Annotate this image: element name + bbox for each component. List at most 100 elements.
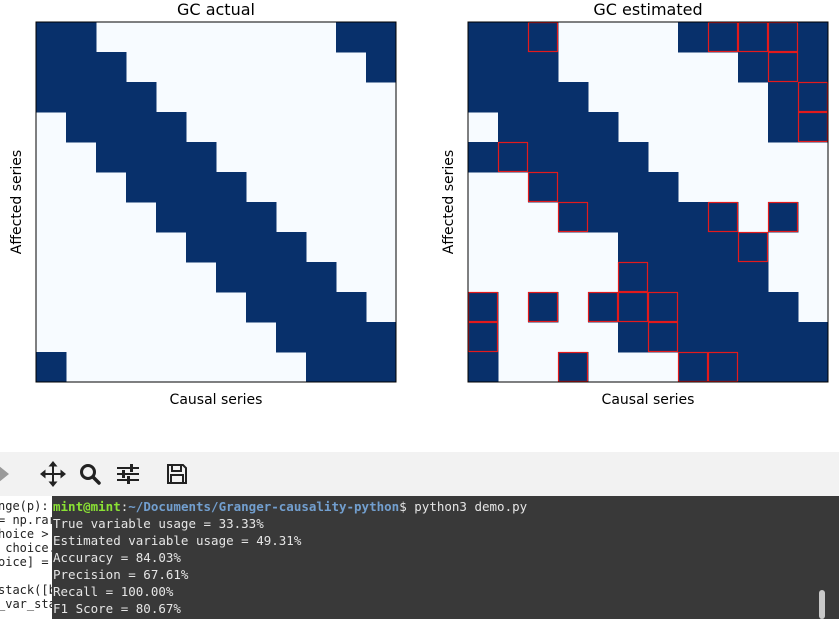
pan-button[interactable]: [38, 460, 68, 488]
move-icon: [40, 461, 66, 487]
heatmap-cell: [66, 22, 97, 53]
heatmap-cell: [588, 202, 619, 233]
save-button[interactable]: [162, 460, 192, 488]
heatmap-cell: [738, 262, 769, 293]
heatmap-cell: [126, 172, 157, 203]
heatmap-panel-1: GC actual Causal series Affected series: [9, 0, 397, 408]
error-highlight-cell: [647, 291, 679, 323]
heatmap-cell: [768, 112, 799, 143]
code-line: [0, 569, 52, 583]
magnifier-icon: [80, 464, 101, 485]
heatmap-cell: [798, 52, 829, 83]
heatmap-cell: [36, 22, 67, 53]
heatmap-cell: [708, 202, 739, 233]
heatmap-cell: [96, 82, 127, 113]
heatmap-cell: [528, 172, 559, 203]
error-highlight-cell: [767, 201, 799, 233]
code-line: choice.: [5, 541, 52, 555]
heatmap-cell: [618, 202, 649, 233]
heatmap-cell: [468, 322, 499, 353]
heatmap-cell: [156, 112, 187, 143]
matplotlib-toolbar: [0, 452, 839, 496]
heatmap-cell: [798, 322, 829, 353]
heatmap-cell: [738, 22, 769, 53]
terminal-output-line: F1 Score = 80.67%: [53, 601, 181, 616]
heatmap-cell: [798, 22, 829, 53]
heatmap-cell: [366, 352, 397, 383]
heatmap-cell: [336, 292, 367, 323]
heatmap-cell: [708, 262, 739, 293]
heatmap-cell: [798, 112, 829, 143]
heatmap-cell: [558, 112, 589, 143]
heatmap-cell: [216, 232, 247, 263]
heatmap-cell: [498, 52, 529, 83]
heatmap-panel-2: GC estimated Causal series Affected series: [441, 0, 829, 408]
configure-subplots-button[interactable]: [113, 460, 143, 488]
heatmap-cell: [588, 142, 619, 173]
heatmap-cell: [336, 322, 367, 353]
heatmap-cell: [468, 142, 499, 173]
code-line: hoice >: [0, 527, 49, 541]
heatmap-cell: [678, 262, 709, 293]
heatmap-cell: [468, 22, 499, 53]
heatmap-cell: [186, 232, 217, 263]
x-axis-label: Causal series: [170, 392, 263, 408]
forward-button[interactable]: [0, 460, 18, 488]
heatmap-cell: [96, 52, 127, 83]
heatmap-cell: [246, 232, 277, 263]
terminal-prompt-line: mint@mint:~/Documents/Granger-causality-…: [52, 498, 839, 515]
heatmap-cell: [588, 172, 619, 203]
heatmap-cell: [498, 22, 529, 53]
panel-title: GC actual: [177, 0, 255, 19]
heatmap-cell: [186, 202, 217, 233]
heatmap-cell: [648, 322, 679, 353]
heatmap-cell: [768, 52, 799, 83]
heatmap-cell: [468, 292, 499, 323]
terminal-window[interactable]: mint@mint:~/Documents/Granger-causality-…: [52, 496, 839, 619]
terminal-scrollbar[interactable]: [819, 590, 825, 619]
heatmap-cell: [738, 352, 769, 383]
heatmap-cell: [768, 22, 799, 53]
heatmap-cell: [648, 292, 679, 323]
heatmap-cell: [768, 202, 799, 233]
heatmap-cell: [216, 202, 247, 233]
heatmap-cell: [678, 292, 709, 323]
code-line: = np.rar: [0, 513, 52, 527]
terminal-output-line: True variable usage = 33.33%: [53, 516, 264, 531]
heatmap-cell: [96, 142, 127, 173]
heatmap-cell: [156, 142, 187, 173]
heatmap-cell: [528, 52, 559, 83]
code-line: oice] =: [0, 555, 49, 569]
heatmap-cell: [708, 292, 739, 323]
error-highlight-cell: [617, 291, 649, 323]
x-axis-label: Causal series: [602, 392, 695, 408]
heatmap-cell: [498, 112, 529, 143]
heatmap-cell: [528, 142, 559, 173]
heatmap-cell: [246, 262, 277, 293]
heatmap-cell: [558, 82, 589, 113]
heatmap-cell: [558, 142, 589, 173]
error-highlight-cell: [527, 171, 559, 203]
heatmap-cell: [306, 292, 337, 323]
heatmap-cell: [648, 202, 679, 233]
y-axis-label: Affected series: [9, 150, 25, 254]
heatmap-cell: [126, 82, 157, 113]
sliders-icon: [117, 464, 139, 484]
heatmap-cell: [468, 52, 499, 83]
heatmap-cell: [618, 322, 649, 353]
error-highlight-cell: [707, 201, 739, 233]
heatmap-cell: [618, 292, 649, 323]
terminal-output-line: Accuracy = 84.03%: [53, 550, 181, 565]
error-highlight-cell: [587, 291, 619, 323]
heatmap-cell: [528, 112, 559, 143]
zoom-button[interactable]: [75, 460, 105, 488]
heatmap-cell: [156, 172, 187, 203]
heatmap-cell: [186, 172, 217, 203]
heatmap-cell: [708, 22, 739, 53]
heatmap-cell: [468, 82, 499, 113]
heatmap-cell: [276, 232, 307, 263]
heatmap-cell: [36, 52, 67, 83]
heatmap-cell: [678, 232, 709, 263]
heatmap-cell: [618, 142, 649, 173]
heatmap-cell: [276, 262, 307, 293]
